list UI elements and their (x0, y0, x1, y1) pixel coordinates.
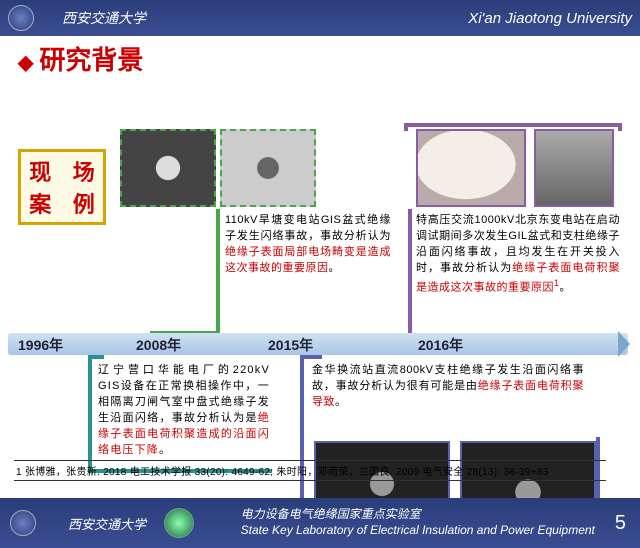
case-text-1996: 辽宁营口华能电厂的220kV GIS设备在正常换相操作中，一相隔离刀闸气室中盘式… (98, 363, 270, 459)
title-row: ◆研究背景 (0, 36, 640, 79)
case-text-2015: 金华换流站直流800kV支柱绝缘子发生沿面闪络事故，事故分析认为很有可能是由绝缘… (312, 363, 584, 411)
t1996-plain: 辽宁营口华能电厂的220kV GIS设备在正常换相操作中，一相隔离刀闸气室中盘式… (98, 364, 270, 424)
t2008-plain: 110kV旱塘变电站GIS盆式绝缘子发生闪络事故，事故分析认为 (225, 214, 391, 242)
connector-purple-top (404, 123, 622, 131)
case-badge: 现 场 案 例 (18, 149, 106, 225)
lab-cn: 电力设备电气绝缘国家重点实验室 (241, 507, 595, 523)
timeline-arrow-icon (618, 331, 630, 357)
page-number: 5 (615, 512, 626, 535)
connector-purple (408, 209, 412, 335)
footer-lab: 电力设备电气绝缘国家重点实验室 State Key Laboratory of … (241, 507, 595, 538)
case-photo-2016a (416, 129, 526, 207)
footer-bar: 西安交通大学 电力设备电气绝缘国家重点实验室 State Key Laborat… (0, 498, 640, 548)
year-2008: 2008年 (136, 335, 181, 355)
timeline: 1996年 2008年 2015年 2016年 (8, 333, 628, 355)
case-photo-2008a (120, 129, 216, 207)
university-logo (8, 5, 34, 31)
title-text: 研究背景 (39, 46, 143, 75)
connector-teal-hook (88, 355, 104, 359)
badge-line2: 案 例 (29, 187, 103, 219)
lab-en: State Key Laboratory of Electrical Insul… (241, 523, 595, 539)
year-2015: 2015年 (268, 335, 313, 355)
university-name-cn: 西安交通大学 (62, 8, 146, 28)
lab-logo (164, 508, 194, 538)
connector-teal (88, 355, 92, 473)
reference-line: 1 张博雅，张贵新. 2018 电工技术学报 33(20): 4649-62; … (14, 460, 606, 481)
page-title: ◆研究背景 (18, 40, 622, 77)
t2008-hl: 绝缘子表面局部电场畸变是造成这次事故的重要原因 (225, 246, 391, 274)
year-2016: 2016年 (418, 335, 463, 355)
case-photo-2008b (220, 129, 316, 207)
year-1996: 1996年 (18, 335, 63, 355)
content-area: 现 场 案 例 110kV旱塘变电站GIS盆式绝缘子发生闪络事故，事故分析认为绝… (0, 79, 640, 465)
case-text-2016: 特高压交流1000kV北京东变电站在启动调试期间多次发生GIL盆式和支柱绝缘子沿… (416, 213, 620, 296)
header-bar: 西安交通大学 Xi'an Jiaotong University (0, 0, 640, 36)
badge-line1: 现 场 (29, 155, 103, 187)
connector-green (216, 209, 220, 335)
university-name-en: Xi'an Jiaotong University (468, 10, 632, 27)
footer-uni-cn: 西安交通大学 (68, 514, 146, 533)
case-text-2008: 110kV旱塘变电站GIS盆式绝缘子发生闪络事故，事故分析认为绝缘子表面局部电场… (225, 213, 391, 277)
connector-blue-hook (300, 355, 322, 359)
footer-university-logo (10, 510, 36, 536)
case-photo-2016b (534, 129, 614, 207)
